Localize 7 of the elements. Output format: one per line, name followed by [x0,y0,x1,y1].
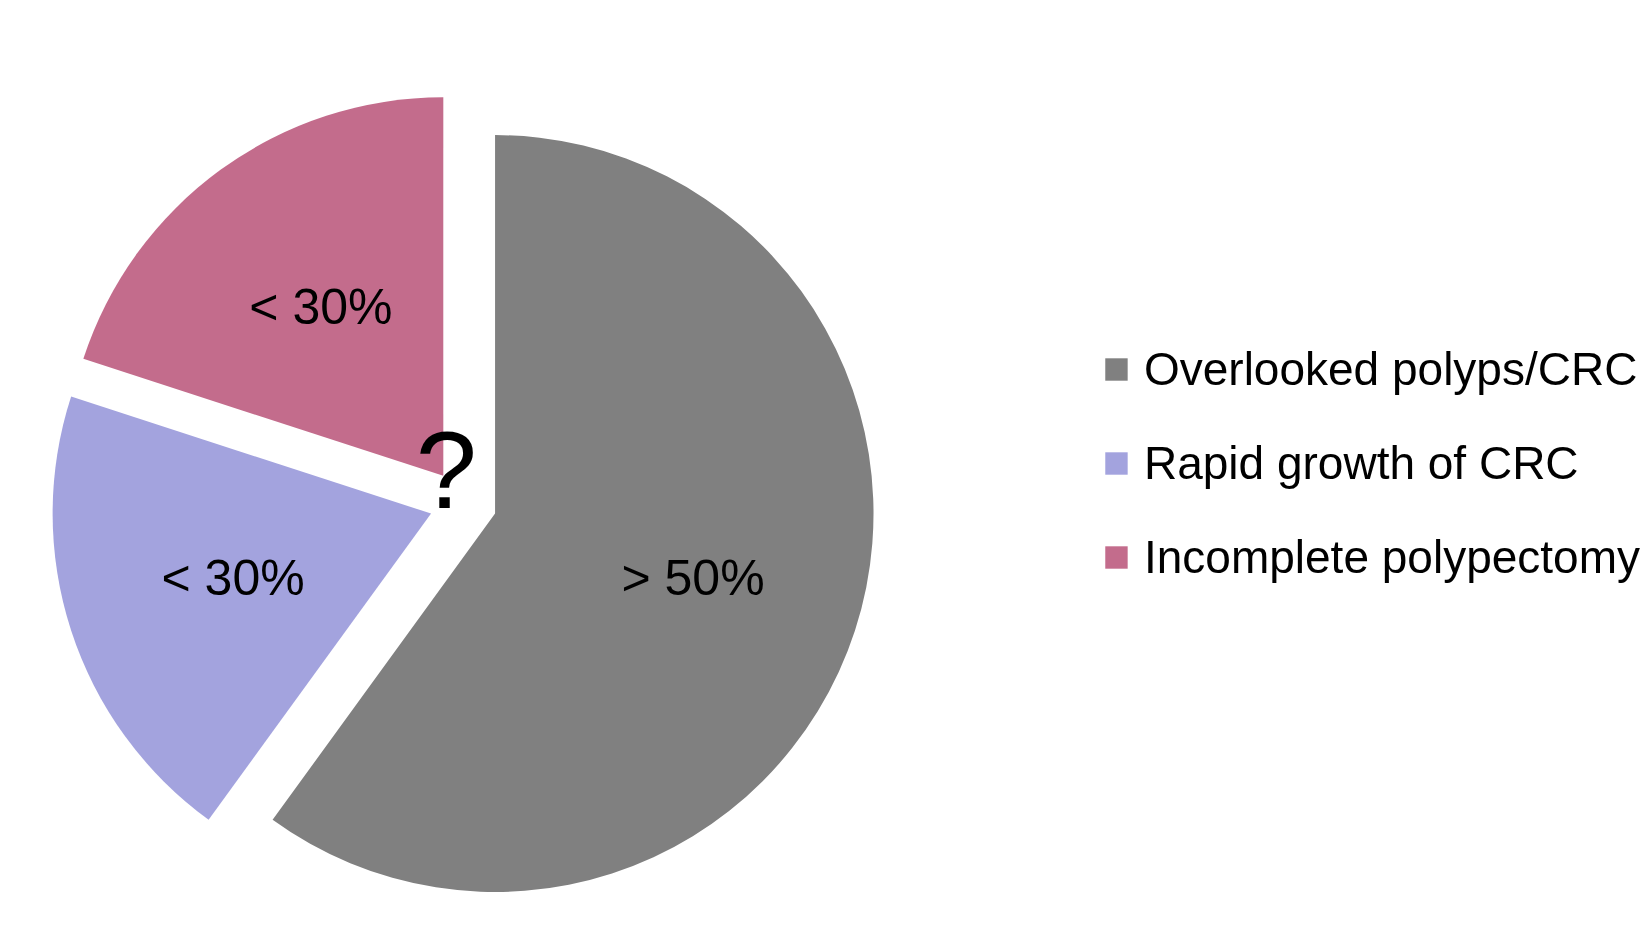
legend-label: Rapid growth of CRC [1143,435,1579,490]
data-label: > 50% [621,550,765,607]
data-label: < 30% [249,278,393,335]
text: ? [415,407,477,531]
legend-label: Incomplete polypectomy [1143,529,1640,584]
legend-label: Overlooked polyps/CRC [1143,341,1638,396]
data-label: < 30% [161,550,305,607]
